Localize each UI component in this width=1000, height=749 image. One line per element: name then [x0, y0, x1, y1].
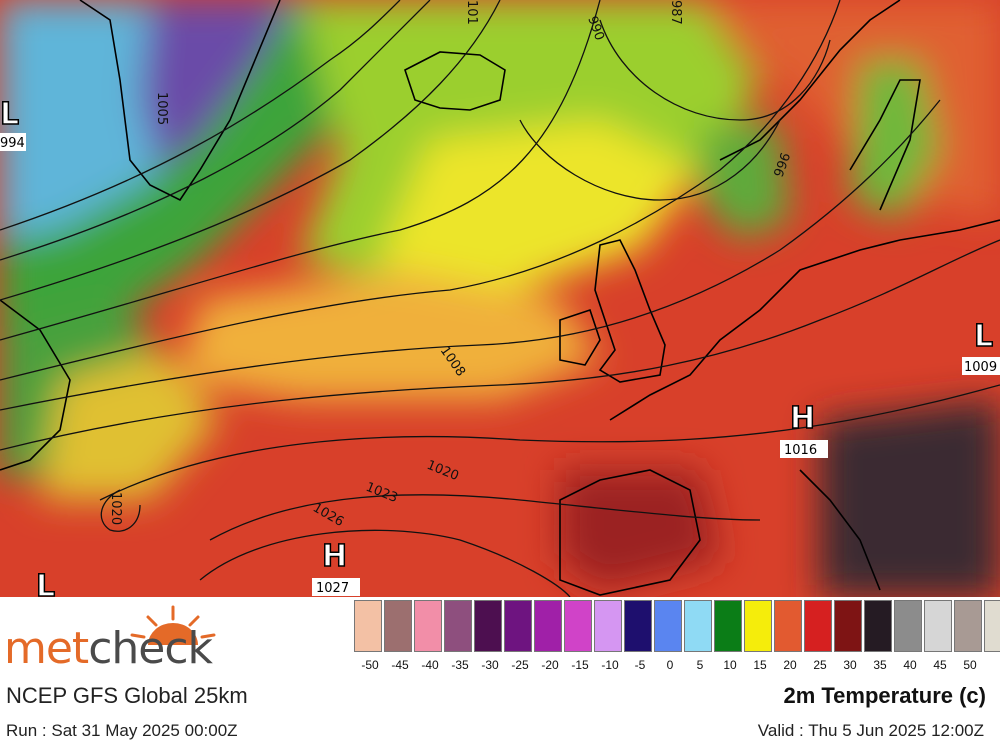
legend-swatch: [474, 600, 502, 652]
legend-swatch: [564, 600, 592, 652]
legend-tick-label: 10: [723, 658, 737, 672]
legend-tick-label: 20: [783, 658, 797, 672]
legend-tick-label: 50: [963, 658, 977, 672]
legend-tick-label: -15: [571, 658, 589, 672]
legend-swatch: [624, 600, 652, 652]
newfoundland-coast: [0, 299, 71, 471]
legend-tick-label: 40: [903, 658, 917, 672]
ireland-coast: [559, 308, 601, 366]
model-name: NCEP GFS Global 25km: [6, 683, 248, 708]
legend-tick-label: -50: [361, 658, 379, 672]
pressure-letter: L: [36, 569, 55, 597]
scandinavia-coast: [719, 0, 901, 161]
legend-tick-label: 25: [813, 658, 827, 672]
legend-tick-label: -10: [601, 658, 619, 672]
land: [0, 0, 1000, 596]
legend-swatch: [594, 600, 622, 652]
legend-tick-label: 45: [933, 658, 947, 672]
legend-tick-label: -25: [511, 658, 529, 672]
legend-swatch: [894, 600, 922, 652]
legend-tick-label: -20: [541, 658, 559, 672]
valid-time: Valid : Thu 5 Jun 2025 12:00Z: [757, 721, 984, 740]
legend-swatch: [834, 600, 862, 652]
pressure-value: 1027: [316, 581, 349, 596]
low-center-southwest: L: [35, 568, 56, 597]
temperature-bands: [0, 0, 1000, 597]
weather-map: 1005 1008 1020 1023 1026 1020 990 996 98…: [0, 0, 1000, 597]
isobars: [0, 0, 1000, 597]
legend-tick-label: -40: [421, 658, 439, 672]
legend-tick-label: 15: [753, 658, 767, 672]
legend-tick-label: -30: [481, 658, 499, 672]
footer-panel: metcheck -50 -45 -40 -35 -30 -25 -20 -15 -10 -5 0 5…: [0, 597, 1000, 749]
legend-tick-label: 5: [696, 658, 704, 672]
isobar-labels: 1005 1008 1020 1023 1026 1020 990 996 98…: [108, 0, 794, 530]
iberia-coast: [559, 469, 701, 596]
logo-part-check: check: [88, 623, 213, 674]
britain-coast: [594, 239, 666, 383]
legend-swatch: [504, 600, 532, 652]
pressure-value: 1016: [784, 443, 817, 458]
legend-swatch: [414, 600, 442, 652]
legend-swatch: [714, 600, 742, 652]
isobar-label: 1005: [154, 92, 169, 125]
high-center-azores: H 1027: [312, 538, 360, 596]
parameter-title: 2m Temperature (c): [783, 683, 986, 708]
isobar-label: 101: [464, 0, 479, 25]
sweden-coast: [849, 79, 921, 211]
metcheck-logo: metcheck: [4, 627, 213, 671]
legend-swatch: [804, 600, 832, 652]
low-center-east: L 1009: [962, 318, 1000, 375]
legend-swatch: [654, 600, 682, 652]
legend-swatch: [744, 600, 772, 652]
legend-swatch: [954, 600, 982, 652]
run-time: Run : Sat 31 May 2025 00:00Z: [6, 721, 238, 740]
legend-swatch: [774, 600, 802, 652]
europe-coast: [609, 219, 1000, 421]
legend-swatch: [444, 600, 472, 652]
legend-swatch: [534, 600, 562, 652]
legend-swatch: [984, 600, 1000, 652]
high-center-alps: H 1016: [780, 400, 828, 458]
greenland-coast: [79, 0, 281, 202]
legend-swatch: [864, 600, 892, 652]
pressure-letter: H: [790, 401, 815, 436]
legend-swatch: [684, 600, 712, 652]
pressure-centers: L 994 L 1009 H 1016 H 1027 L: [0, 96, 1000, 597]
low-center-west: L 994: [0, 96, 26, 151]
isobar-label: 1020: [108, 492, 123, 525]
iceland-coast: [404, 51, 506, 111]
logo-part-met: met: [4, 623, 89, 674]
isobar-label: 987: [668, 0, 683, 25]
pressure-value: 994: [0, 136, 25, 151]
legend-swatch: [924, 600, 952, 652]
legend-tick-label: -35: [451, 658, 469, 672]
legend-tick-label: 30: [843, 658, 857, 672]
legend-tick-label: -45: [391, 658, 409, 672]
pressure-letter: L: [0, 97, 19, 132]
legend-tick-label: 35: [873, 658, 887, 672]
legend-swatch: [354, 600, 382, 652]
pressure-letter: H: [322, 539, 347, 574]
italy-coast: [799, 469, 881, 591]
legend-swatch: [384, 600, 412, 652]
legend-tick-label: 0: [666, 658, 674, 672]
pressure-value: 1009: [964, 360, 997, 375]
legend-tick-label: -5: [634, 658, 646, 672]
pressure-letter: L: [974, 319, 993, 354]
sun-icon: [130, 605, 216, 645]
